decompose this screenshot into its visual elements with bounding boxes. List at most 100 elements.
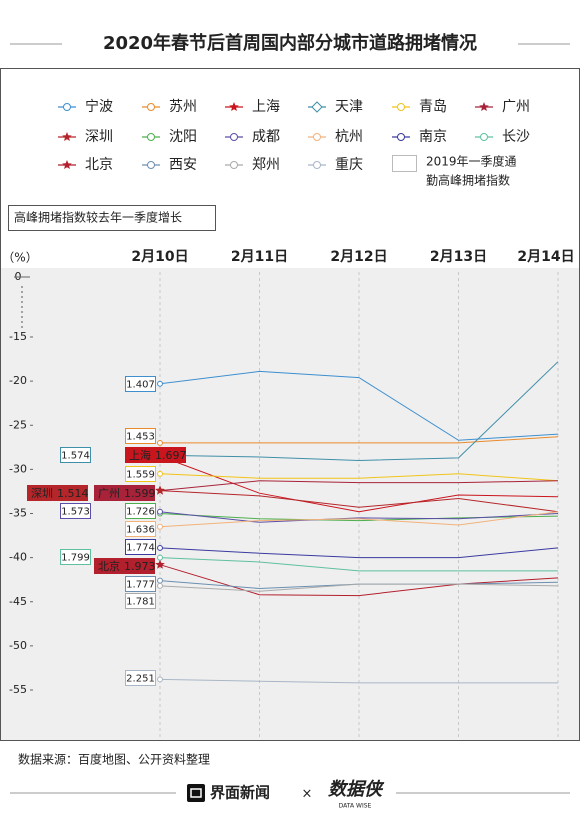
- index-label-box: [125, 576, 156, 592]
- series-line: [160, 436, 559, 444]
- y-tick-label: -50: [9, 639, 27, 652]
- series-line: [159, 480, 559, 492]
- index-label: 1.514: [57, 487, 89, 500]
- legend-box: [392, 155, 417, 172]
- legend-label: 青岛: [419, 99, 447, 115]
- plot-area: [1, 268, 579, 740]
- marker: [147, 103, 155, 111]
- source: 数据来源：百度地图、公开资料整理: [18, 752, 210, 767]
- y-axis-label: （%）: [2, 251, 37, 265]
- subtitle: 高峰拥堵指数较去年一季度增长: [14, 210, 182, 225]
- index-label: 1.781: [126, 597, 155, 608]
- marker: [157, 380, 163, 387]
- legend-label: 宁波: [85, 98, 113, 115]
- index-label-city: 上海: [129, 448, 151, 462]
- index-label-city: 广州: [98, 487, 120, 500]
- marker: [147, 133, 155, 141]
- marker: [397, 133, 405, 141]
- index-label-box: [94, 485, 155, 501]
- marker: [479, 102, 489, 111]
- legend-box-text: 勤高峰拥堵指数: [426, 173, 510, 188]
- series-line: [159, 564, 559, 597]
- index-label-box: [125, 428, 156, 444]
- marker: [397, 103, 405, 111]
- series-line: [159, 490, 559, 513]
- legend-label: 长沙: [502, 129, 530, 145]
- x-tick-label: 2月13日: [430, 249, 487, 265]
- index-label: 1.574: [61, 451, 90, 462]
- marker: [157, 676, 163, 683]
- index-label-box: [125, 466, 156, 482]
- legend-label: 成都: [252, 129, 280, 145]
- series-line: [159, 557, 558, 572]
- chart-title: 2020年春节后首周国内部分城市道路拥堵情况: [103, 32, 477, 54]
- index-label-box: [125, 670, 156, 686]
- brand2: 数据侠: [328, 779, 385, 800]
- marker: [311, 101, 323, 113]
- marker: [480, 133, 488, 141]
- marker: [62, 160, 72, 169]
- legend-label: 西安: [169, 157, 197, 173]
- index-label-box: [125, 521, 156, 537]
- brand-icon: [187, 784, 205, 802]
- marker: [157, 439, 163, 446]
- index-label: 1.453: [126, 432, 155, 443]
- brand2-sub: DATA WISE: [339, 803, 372, 810]
- y-tick-label: -30: [9, 462, 27, 475]
- index-label-box: [125, 376, 156, 392]
- subtitle-box: [8, 205, 216, 231]
- y-tick-label: -35: [9, 507, 27, 520]
- index-label: 1.799: [61, 553, 90, 564]
- index-label-box: [60, 549, 91, 565]
- index-label-box: [125, 539, 156, 555]
- index-label-box: [125, 447, 186, 463]
- marker: [313, 161, 321, 169]
- index-label: 1.774: [126, 543, 155, 554]
- legend-label: 广州: [502, 99, 530, 115]
- series-line: [159, 511, 559, 528]
- x-tick-label: 2月11日: [231, 249, 288, 265]
- marker: [63, 103, 71, 111]
- marker: [62, 132, 72, 141]
- legend-label: 郑州: [252, 157, 280, 173]
- legend-label: 上海: [252, 99, 280, 115]
- index-label: 1.599: [124, 487, 156, 500]
- index-label: 1.726: [126, 507, 155, 518]
- legend-label: 深圳: [85, 129, 113, 145]
- marker: [155, 485, 165, 495]
- index-label-box: [60, 503, 91, 519]
- marker: [157, 523, 163, 530]
- y-tick-label: -55: [9, 683, 27, 696]
- series-line: [159, 370, 559, 441]
- index-label: 1.777: [126, 580, 155, 591]
- series-line: [159, 473, 559, 482]
- legend-box-text: 2019年一季度通: [426, 154, 517, 169]
- index-label-box: [125, 503, 156, 519]
- legend-label: 天津: [335, 99, 363, 115]
- marker: [147, 161, 155, 169]
- marker: [230, 161, 238, 169]
- marker: [157, 582, 163, 589]
- legend-label: 南京: [419, 129, 447, 145]
- brand: 界面新闻: [210, 784, 270, 802]
- index-label: 1.559: [126, 470, 155, 481]
- legend-label: 沈阳: [169, 129, 197, 145]
- marker: [155, 559, 165, 569]
- index-label: 1.697: [155, 449, 187, 462]
- brand-icon: [190, 788, 202, 798]
- legend-label: 重庆: [335, 157, 363, 173]
- index-label: 2.251: [126, 674, 155, 685]
- marker: [157, 470, 163, 477]
- y-tick-label: -15: [9, 330, 27, 343]
- y-tick-label: -40: [9, 551, 27, 564]
- marker: [157, 544, 163, 551]
- y-tick-label: -45: [9, 595, 27, 608]
- y-tick-label: -25: [9, 418, 27, 431]
- index-label-city: 深圳: [31, 487, 53, 500]
- marker: [230, 133, 238, 141]
- marker: [157, 554, 163, 561]
- index-label-city: 北京: [98, 559, 120, 573]
- index-label-box: [94, 558, 155, 574]
- brand-sep: ×: [302, 787, 313, 802]
- series-line: [159, 583, 559, 592]
